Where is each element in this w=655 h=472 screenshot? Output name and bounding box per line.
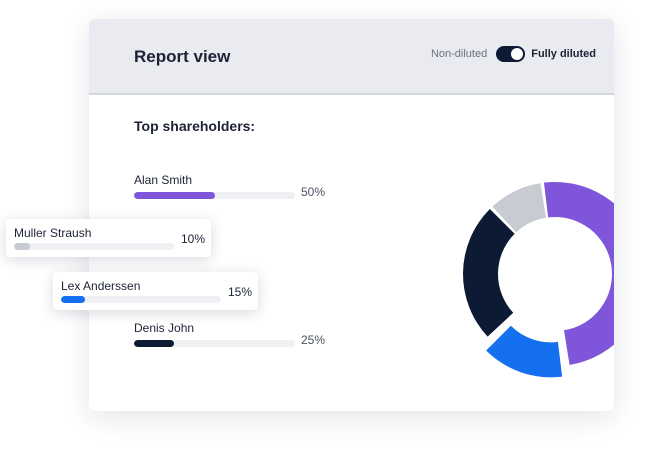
top-shareholders-title: Top shareholders: [134, 118, 256, 134]
report-card: Report view Non-diluted Fully diluted To… [89, 19, 614, 411]
shareholder-progress-fill [61, 296, 85, 303]
donut-slice-alan-smith[interactable] [543, 182, 614, 365]
shareholder-name: Denis John [134, 321, 195, 335]
shareholder-row-muller-straush[interactable]: Muller Straush 10% [6, 219, 211, 257]
toggle-knob [511, 48, 524, 60]
shareholder-percent: 10% [181, 232, 206, 246]
shareholder-progress-track [134, 340, 295, 347]
dilution-toggle-switch[interactable] [496, 46, 526, 62]
shareholder-progress-track [61, 296, 221, 303]
shareholder-percent: 50% [301, 185, 326, 199]
shareholder-percent: 15% [228, 285, 253, 299]
shareholder-progress-track [134, 192, 295, 199]
shareholder-row-lex-anderssen[interactable]: Lex Anderssen 15% [53, 272, 258, 310]
shareholder-progress-fill [134, 340, 175, 347]
donut-slice-denis-john[interactable] [463, 209, 515, 337]
shareholder-name: Alan Smith [134, 173, 193, 187]
donut-slice-muller-straush[interactable] [492, 183, 546, 233]
fully-diluted-option[interactable]: Fully diluted [531, 48, 596, 60]
dilution-toggle-group: Non-diluted Fully diluted [431, 46, 596, 62]
shareholder-name: Lex Anderssen [61, 279, 141, 293]
report-title: Report view [134, 47, 231, 66]
shareholder-progress-track [14, 243, 174, 250]
shareholders-donut-chart [463, 182, 614, 378]
shareholder-name: Muller Straush [14, 226, 92, 240]
non-diluted-option[interactable]: Non-diluted [430, 48, 488, 60]
donut-slice-lex-anderssen[interactable] [486, 325, 563, 378]
shareholder-percent: 25% [301, 333, 326, 347]
shareholder-progress-fill [14, 243, 30, 250]
shareholder-progress-fill [134, 192, 215, 199]
report-header: Report view Non-diluted Fully diluted [89, 19, 614, 95]
